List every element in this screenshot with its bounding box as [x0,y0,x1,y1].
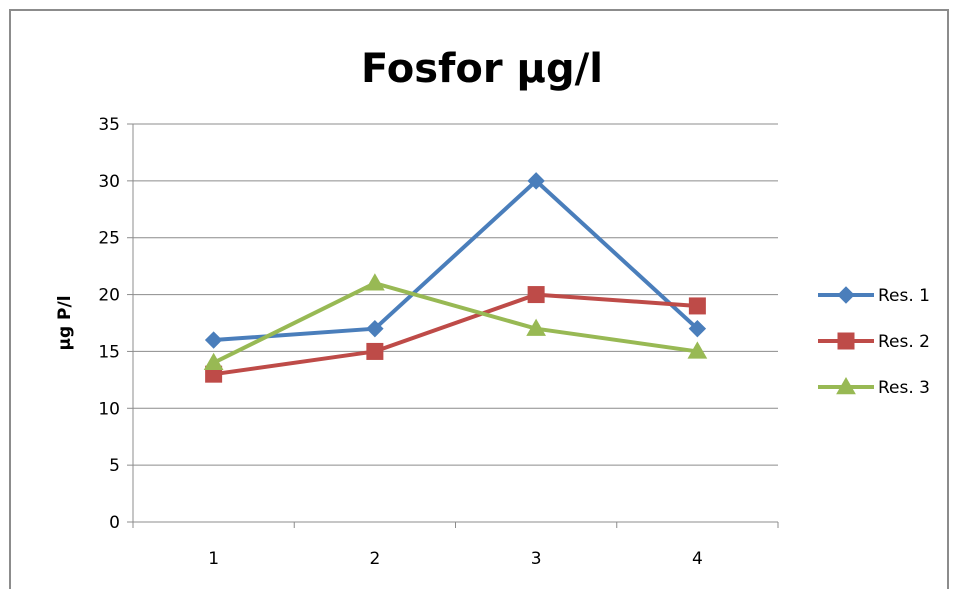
series-1 [204,172,707,349]
series-3 [203,273,708,371]
legend-item: Res. 2 [818,332,930,352]
data-point [204,331,223,349]
data-point [688,319,707,338]
legend-label: Res. 1 [878,286,930,306]
legend-label: Res. 3 [878,378,930,398]
x-tick-label: 4 [692,549,703,569]
y-tick-label: 5 [109,456,120,476]
legend-marker [836,376,856,395]
y-tick-label: 15 [98,342,120,362]
data-point [527,286,545,304]
gridlines [133,123,778,466]
legend: Res. 1 Res. 2 Res. 3 [818,286,930,398]
y-tick-label: 20 [98,286,120,306]
y-tick-labels: 0 5 10 15 20 25 30 35 [98,115,120,533]
data-point [526,318,546,336]
y-tick-label: 35 [98,115,120,135]
x-tick-label: 2 [369,549,380,569]
legend-marker [837,286,855,304]
x-tick-label: 1 [208,549,219,569]
data-point [366,319,384,338]
series-line [211,178,700,343]
legend-item: Res. 1 [818,286,930,306]
chart-title: Fosfor µg/l [361,46,603,92]
legend-marker [837,332,855,350]
x-tick-label: 3 [531,549,542,569]
legend-item: Res. 3 [818,376,930,398]
y-tick-label: 10 [98,399,120,419]
x-tick-labels: 1 2 3 4 [208,549,703,569]
legend-label: Res. 2 [878,332,930,352]
data-point [687,341,708,359]
y-tick-label: 25 [98,229,120,249]
chart-frame [9,9,949,589]
y-tick-label: 30 [98,172,120,192]
y-tick-label: 0 [109,513,120,533]
data-point [366,342,384,360]
series-line [211,292,700,377]
series-line [211,281,700,365]
axes [127,123,779,528]
y-axis-label: µg P/l [55,295,75,350]
data-point [365,273,385,291]
series [203,172,708,383]
series-2 [205,286,706,383]
data-point [527,172,545,190]
data-point [688,297,706,315]
data-point [203,352,224,371]
